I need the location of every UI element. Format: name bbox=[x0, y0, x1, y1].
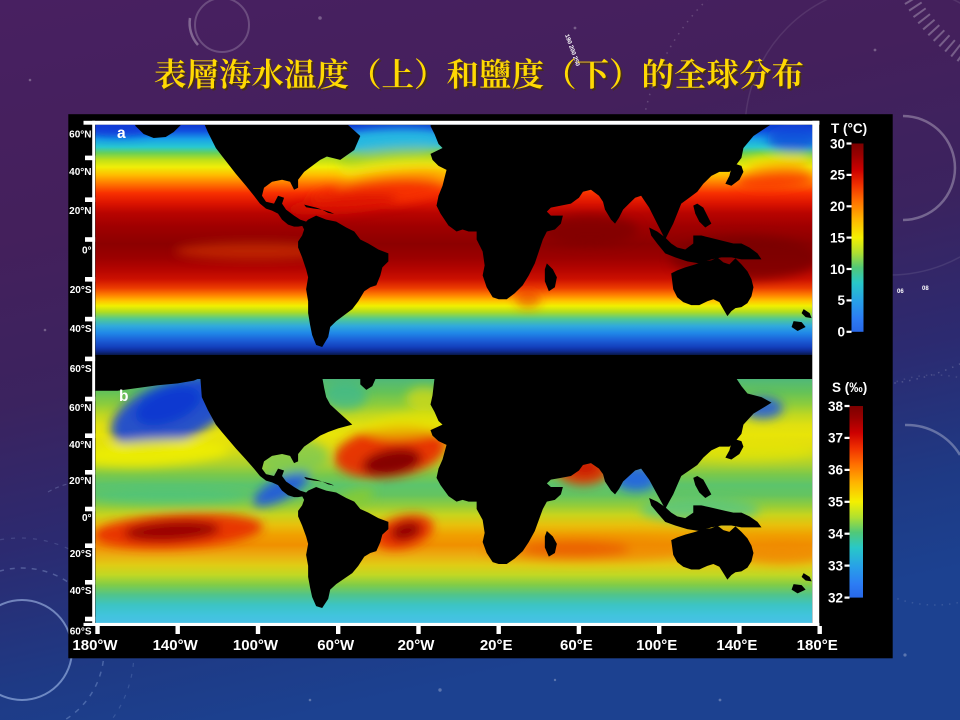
svg-text:33: 33 bbox=[828, 558, 844, 573]
svg-text:20°E: 20°E bbox=[480, 637, 513, 654]
svg-text:100°W: 100°W bbox=[233, 637, 279, 654]
svg-text:180°E: 180°E bbox=[797, 637, 838, 654]
svg-text:37: 37 bbox=[828, 431, 843, 446]
svg-text:36: 36 bbox=[828, 463, 844, 478]
svg-text:25: 25 bbox=[830, 168, 846, 183]
svg-text:T (°C): T (°C) bbox=[831, 121, 867, 136]
svg-text:40°N: 40°N bbox=[69, 167, 91, 178]
svg-text:06: 06 bbox=[897, 289, 904, 295]
svg-text:140°E: 140°E bbox=[716, 637, 757, 654]
svg-text:b: b bbox=[119, 388, 128, 405]
svg-text:40°S: 40°S bbox=[70, 586, 92, 597]
svg-text:40°N: 40°N bbox=[69, 440, 91, 451]
svg-text:20°W: 20°W bbox=[398, 637, 436, 654]
svg-text:08: 08 bbox=[922, 286, 929, 292]
svg-text:20: 20 bbox=[830, 199, 845, 214]
svg-text:32: 32 bbox=[828, 590, 843, 605]
svg-text:0°: 0° bbox=[82, 246, 92, 257]
svg-text:60°W: 60°W bbox=[317, 637, 355, 654]
svg-text:0: 0 bbox=[837, 325, 845, 340]
svg-text:100°E: 100°E bbox=[636, 637, 677, 654]
svg-text:40°S: 40°S bbox=[70, 324, 92, 335]
svg-text:140°W: 140°W bbox=[153, 637, 199, 654]
svg-text:34: 34 bbox=[828, 527, 844, 542]
svg-text:20°S: 20°S bbox=[70, 285, 92, 296]
svg-text:20°S: 20°S bbox=[70, 549, 92, 560]
svg-text:180°W: 180°W bbox=[72, 637, 118, 654]
svg-text:S (‰): S (‰) bbox=[832, 380, 867, 395]
svg-text:20°N: 20°N bbox=[69, 476, 91, 487]
svg-text:5: 5 bbox=[837, 293, 845, 308]
svg-text:20°N: 20°N bbox=[69, 206, 91, 217]
svg-text:60°N: 60°N bbox=[69, 403, 91, 414]
svg-text:60°S: 60°S bbox=[70, 627, 92, 638]
svg-text:60°E: 60°E bbox=[560, 637, 593, 654]
svg-text:60°S: 60°S bbox=[70, 364, 92, 375]
svg-text:a: a bbox=[117, 125, 126, 142]
svg-text:60°N: 60°N bbox=[69, 130, 91, 141]
svg-text:15: 15 bbox=[830, 230, 846, 245]
svg-text:0°: 0° bbox=[82, 513, 92, 524]
svg-text:30: 30 bbox=[830, 136, 845, 151]
svg-text:38: 38 bbox=[828, 399, 844, 414]
svg-text:35: 35 bbox=[828, 495, 844, 510]
svg-text:10: 10 bbox=[830, 262, 845, 277]
